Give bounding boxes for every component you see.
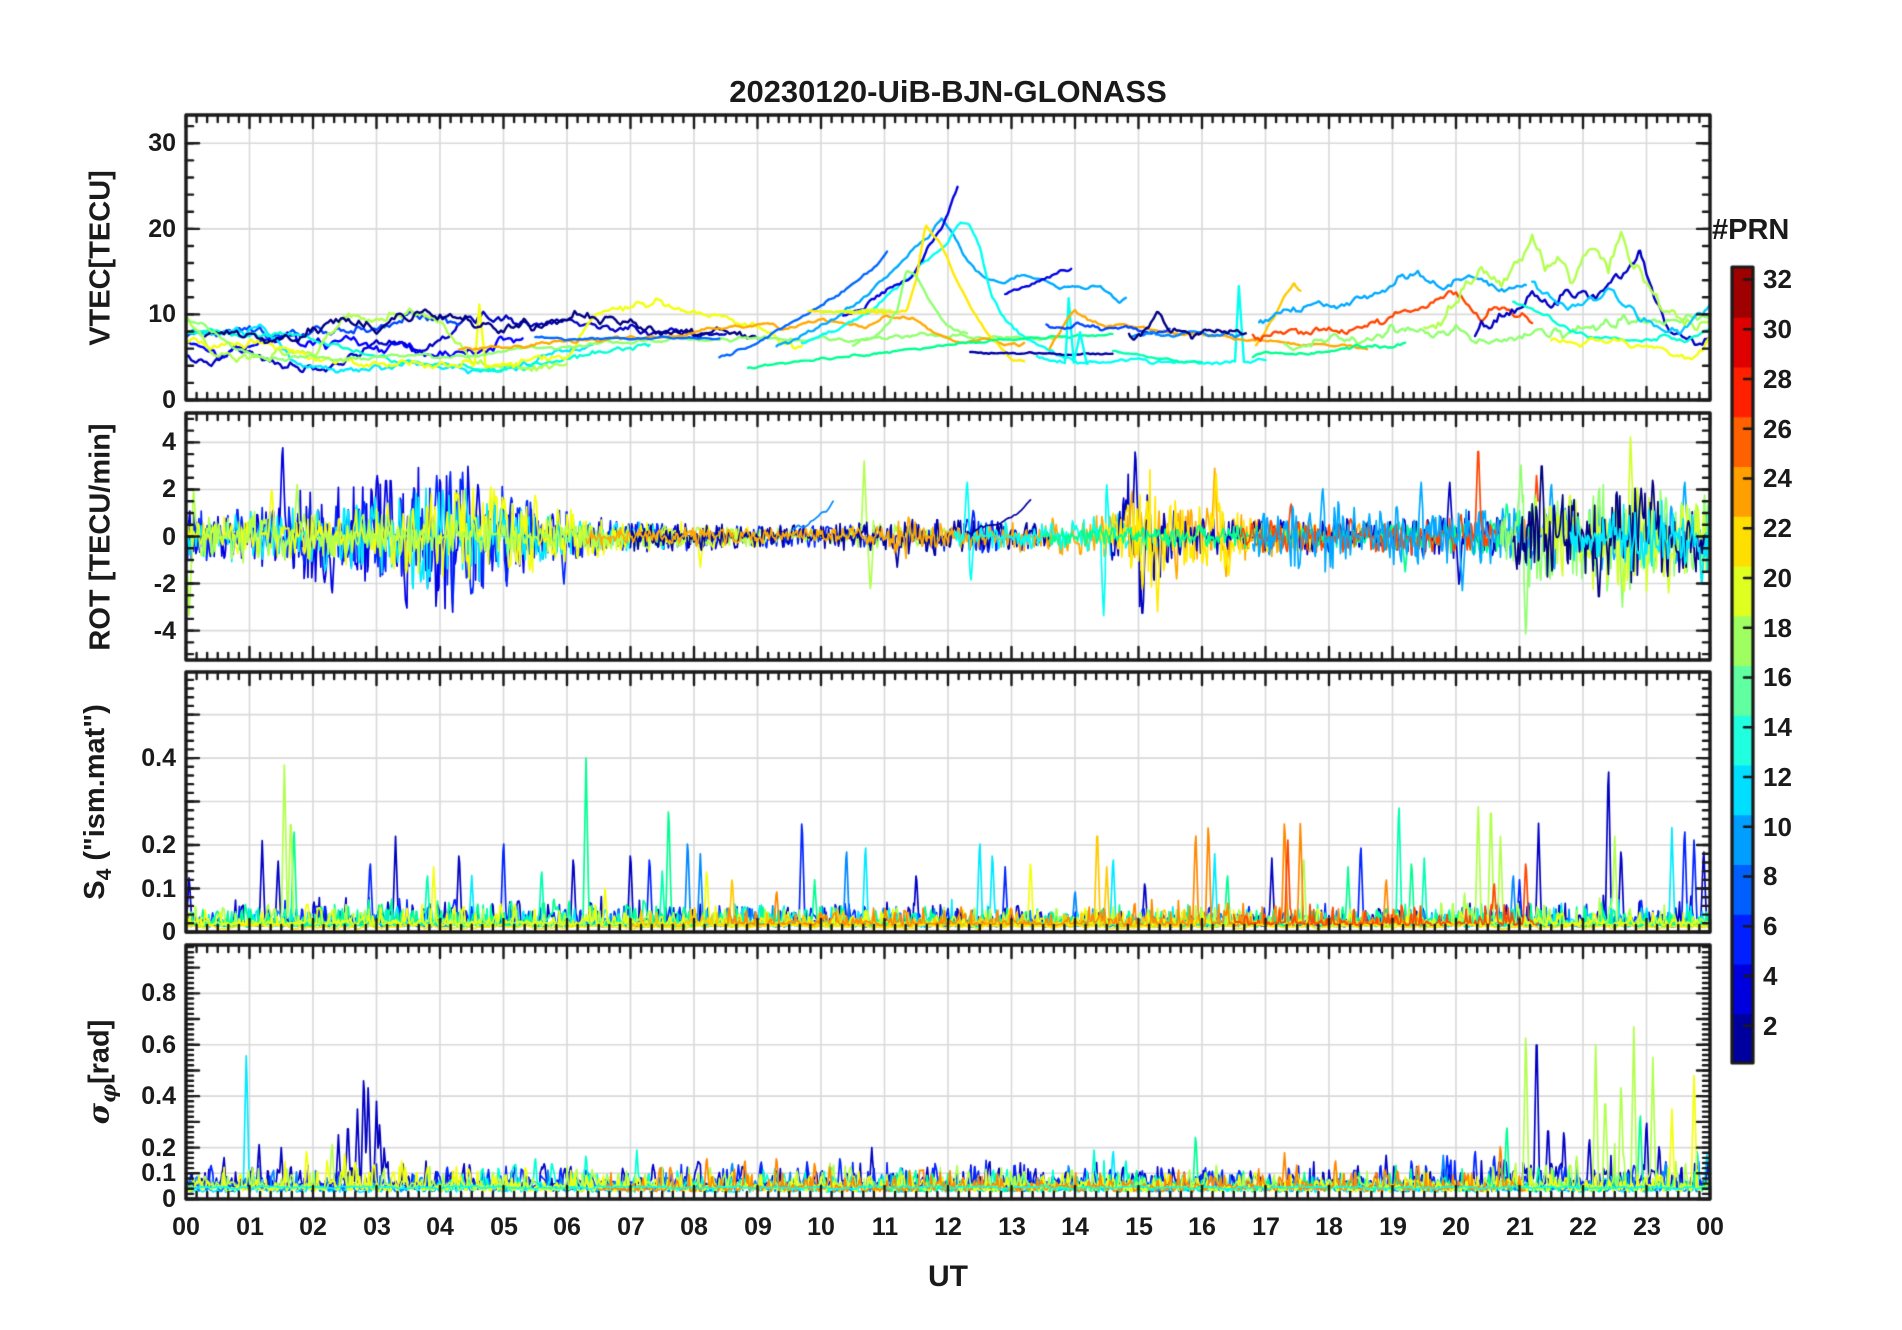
x-tick-label: 02 bbox=[299, 1213, 327, 1241]
x-tick-label: 21 bbox=[1506, 1213, 1534, 1241]
x-tick-label: 22 bbox=[1569, 1213, 1597, 1241]
y-tick-label-sigma_phi: 0.8 bbox=[141, 979, 176, 1007]
colorbar-tick-label: 12 bbox=[1763, 762, 1792, 792]
x-tick-label: 01 bbox=[236, 1213, 264, 1241]
y-tick-label-sigma_phi: 0.2 bbox=[141, 1134, 176, 1162]
x-tick-label: 05 bbox=[490, 1213, 518, 1241]
y-tick-label-rot: -2 bbox=[153, 570, 176, 598]
x-tick-label: 14 bbox=[1061, 1213, 1089, 1241]
colorbar-tick-label: 6 bbox=[1763, 911, 1778, 941]
x-tick-label: 08 bbox=[680, 1213, 708, 1241]
x-tick-label: 18 bbox=[1315, 1213, 1343, 1241]
s4-y-axis-label: S4 ("ism.mat") bbox=[79, 704, 116, 900]
colorbar-tick-label: 18 bbox=[1763, 613, 1792, 643]
colorbar-tick-label: 10 bbox=[1763, 812, 1792, 842]
x-tick-label: 15 bbox=[1125, 1213, 1153, 1241]
x-tick-label: 00 bbox=[172, 1213, 200, 1241]
x-tick-label: 19 bbox=[1379, 1213, 1407, 1241]
colorbar-tick-label: 32 bbox=[1763, 264, 1792, 294]
x-tick-label: 03 bbox=[363, 1213, 391, 1241]
colorbar-tick-label: 24 bbox=[1763, 463, 1792, 493]
y-tick-label-vtec: 20 bbox=[148, 215, 176, 243]
colorbar-tick-label: 14 bbox=[1763, 712, 1792, 742]
y-tick-label-s4: 0.2 bbox=[141, 831, 176, 859]
colorbar-tick-label: 2 bbox=[1763, 1011, 1778, 1041]
colorbar-tick-label: 16 bbox=[1763, 662, 1792, 692]
colorbar-title: #PRN bbox=[1712, 214, 1790, 246]
x-tick-label: 06 bbox=[553, 1213, 581, 1241]
y-tick-label-rot: -4 bbox=[153, 617, 176, 645]
x-tick-label: 00 bbox=[1696, 1213, 1724, 1241]
x-tick-label: 04 bbox=[426, 1213, 454, 1241]
y-tick-label-sigma_phi: 0.6 bbox=[141, 1031, 176, 1059]
y-tick-label-vtec: 0 bbox=[162, 386, 176, 414]
y-tick-label-rot: 0 bbox=[162, 523, 176, 551]
y-tick-label-vtec: 10 bbox=[148, 300, 176, 328]
y-tick-label-rot: 4 bbox=[162, 428, 176, 456]
y-tick-label-s4: 0 bbox=[162, 918, 176, 946]
colorbar-tick-label: 26 bbox=[1763, 414, 1792, 444]
colorbar-tick-label: 22 bbox=[1763, 513, 1792, 543]
colorbar-tick-label: 30 bbox=[1763, 314, 1792, 344]
x-tick-label: 13 bbox=[998, 1213, 1026, 1241]
x-tick-label: 17 bbox=[1252, 1213, 1280, 1241]
x-tick-label: 20 bbox=[1442, 1213, 1470, 1241]
x-tick-label: 23 bbox=[1633, 1213, 1661, 1241]
y-tick-label-vtec: 30 bbox=[148, 129, 176, 157]
colorbar-tick-label: 8 bbox=[1763, 861, 1778, 891]
colorbar-tick-label: 28 bbox=[1763, 364, 1792, 394]
y-tick-label-sigma_phi: 0.1 bbox=[141, 1159, 176, 1187]
y-tick-label-rot: 2 bbox=[162, 475, 176, 503]
x-tick-label: 12 bbox=[934, 1213, 962, 1241]
y-tick-label-sigma_phi: 0.4 bbox=[141, 1082, 176, 1110]
colorbar-tick-label: 20 bbox=[1763, 563, 1792, 593]
x-tick-label: 16 bbox=[1188, 1213, 1216, 1241]
page-title: 20230120-UiB-BJN-GLONASS bbox=[729, 74, 1167, 109]
x-tick-label: 07 bbox=[617, 1213, 645, 1241]
y-tick-label-s4: 0.1 bbox=[141, 875, 176, 903]
x-tick-label: 10 bbox=[807, 1213, 835, 1241]
y-tick-label-sigma_phi: 0 bbox=[162, 1185, 176, 1213]
x-axis-label: UT bbox=[928, 1260, 968, 1293]
x-tick-label: 11 bbox=[871, 1213, 899, 1241]
y-tick-label-s4: 0.4 bbox=[141, 744, 176, 772]
colorbar-tick-label: 4 bbox=[1763, 961, 1778, 991]
x-tick-label: 09 bbox=[744, 1213, 772, 1241]
